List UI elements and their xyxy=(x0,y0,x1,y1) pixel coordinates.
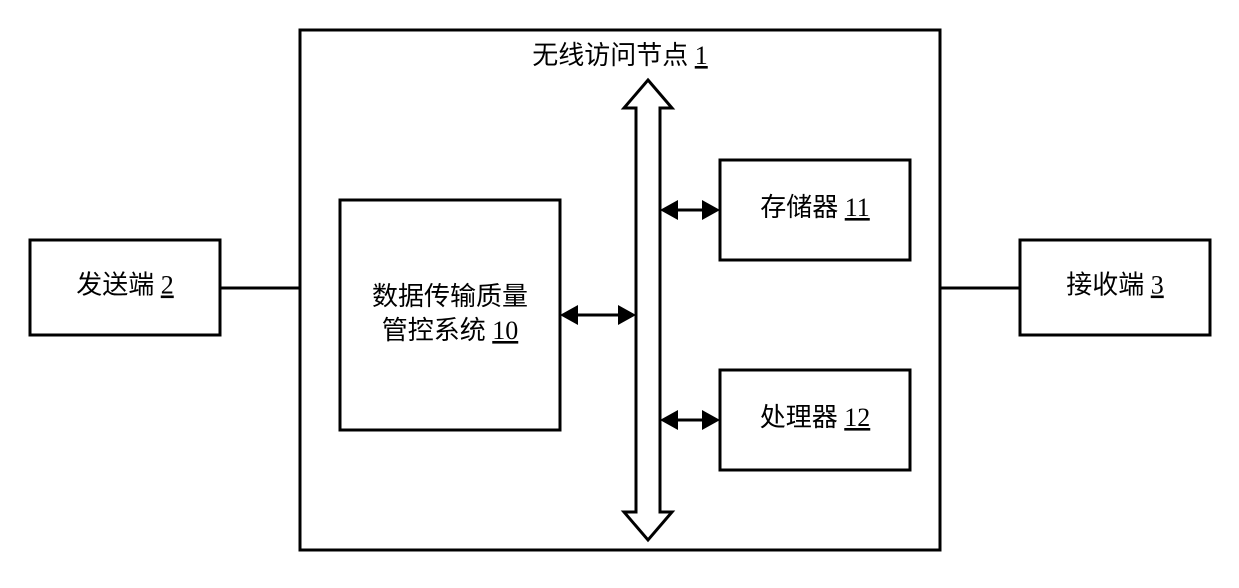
processor-label: 处理器 12 xyxy=(760,403,871,432)
qos-system-label-line1: 数据传输质量 xyxy=(372,282,528,311)
arrow-processor-bus-head-left xyxy=(660,410,678,430)
memory-label: 存储器 11 xyxy=(760,193,870,222)
arrow-memory-bus-head-right xyxy=(702,200,720,220)
receiver-label: 接收端 3 xyxy=(1066,270,1164,299)
arrow-processor-bus-head-right xyxy=(702,410,720,430)
bus-arrow xyxy=(624,80,672,540)
wireless-access-point-title: 无线访问节点 1 xyxy=(532,41,708,70)
arrow-qos-bus-head-right xyxy=(618,305,636,325)
sender-label: 发送端 2 xyxy=(76,270,174,299)
arrow-memory-bus-head-left xyxy=(660,200,678,220)
arrow-qos-bus-head-left xyxy=(560,305,578,325)
qos-system-label-line2: 管控系统 10 xyxy=(382,316,519,345)
